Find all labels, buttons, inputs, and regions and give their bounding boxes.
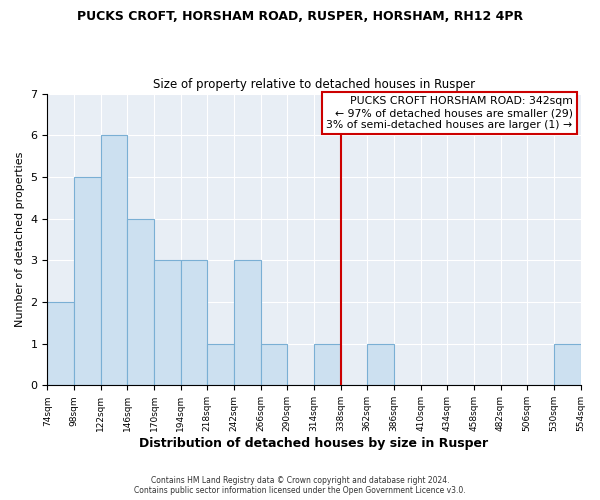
Bar [74,177,101,386]
Text: Contains HM Land Registry data © Crown copyright and database right 2024.
Contai: Contains HM Land Registry data © Crown c… [134,476,466,495]
Bar [367,344,394,386]
Bar [234,260,260,386]
X-axis label: Distribution of detached houses by size in Rusper: Distribution of detached houses by size … [139,437,488,450]
Bar [314,344,341,386]
Text: PUCKS CROFT, HORSHAM ROAD, RUSPER, HORSHAM, RH12 4PR: PUCKS CROFT, HORSHAM ROAD, RUSPER, HORSH… [77,10,523,23]
Title: Size of property relative to detached houses in Rusper: Size of property relative to detached ho… [153,78,475,91]
Y-axis label: Number of detached properties: Number of detached properties [15,152,25,327]
Bar [260,344,287,386]
Bar [208,344,234,386]
Bar [154,260,181,386]
Bar [554,344,581,386]
Bar [47,302,74,386]
Bar [101,135,127,386]
Text: PUCKS CROFT HORSHAM ROAD: 342sqm
← 97% of detached houses are smaller (29)
3% of: PUCKS CROFT HORSHAM ROAD: 342sqm ← 97% o… [326,96,572,130]
Bar [181,260,208,386]
Bar [127,218,154,386]
